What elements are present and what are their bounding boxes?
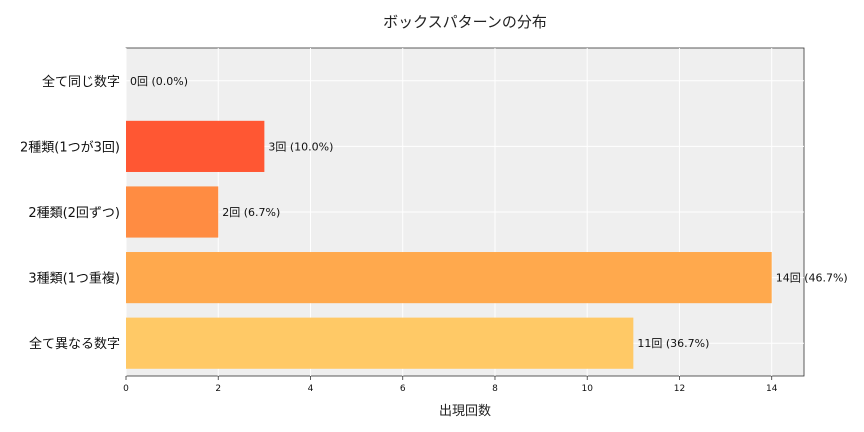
data-label: 14回 (46.7%) — [776, 272, 848, 285]
bars — [126, 120, 772, 369]
category-label: 2種類(2回ずつ) — [28, 205, 120, 221]
x-tick-label: 4 — [308, 384, 314, 394]
data-labels: 0回 (0.0%) 3回 (10.0%) 2回 (6.7%) 14回 (46.7%) 1… — [130, 75, 848, 350]
data-label: 2回 (6.7%) — [222, 206, 280, 219]
bar — [126, 252, 772, 304]
x-tick-label: 0 — [123, 384, 129, 394]
data-label: 3回 (10.0%) — [268, 140, 333, 153]
data-label: 11回 (36.7%) — [637, 337, 709, 350]
category-label: 2種類(1つが3回) — [20, 139, 120, 155]
x-ticks: 0 2 4 6 8 10 12 14 — [123, 376, 778, 394]
x-tick-label: 12 — [674, 384, 685, 394]
x-axis-label: 出現回数 — [439, 404, 491, 419]
x-tick-label: 14 — [766, 384, 778, 394]
bar — [126, 317, 634, 369]
category-label: 3種類(1つ重複) — [28, 271, 120, 287]
bar — [126, 186, 219, 238]
x-tick-label: 10 — [581, 384, 593, 394]
chart-title: ボックスパターンの分布 — [383, 13, 547, 31]
category-labels: 全て同じ数字 2種類(1つが3回) 2種類(2回ずつ) 3種類(1つ重複) 全て異なる数… — [20, 74, 120, 352]
x-tick-label: 8 — [492, 384, 498, 394]
category-label: 全て同じ数字 — [42, 74, 120, 90]
bar — [126, 120, 265, 172]
x-tick-label: 6 — [400, 384, 406, 394]
data-label: 0回 (0.0%) — [130, 75, 188, 88]
category-label: 全て異なる数字 — [29, 336, 120, 352]
x-tick-label: 2 — [215, 384, 221, 394]
